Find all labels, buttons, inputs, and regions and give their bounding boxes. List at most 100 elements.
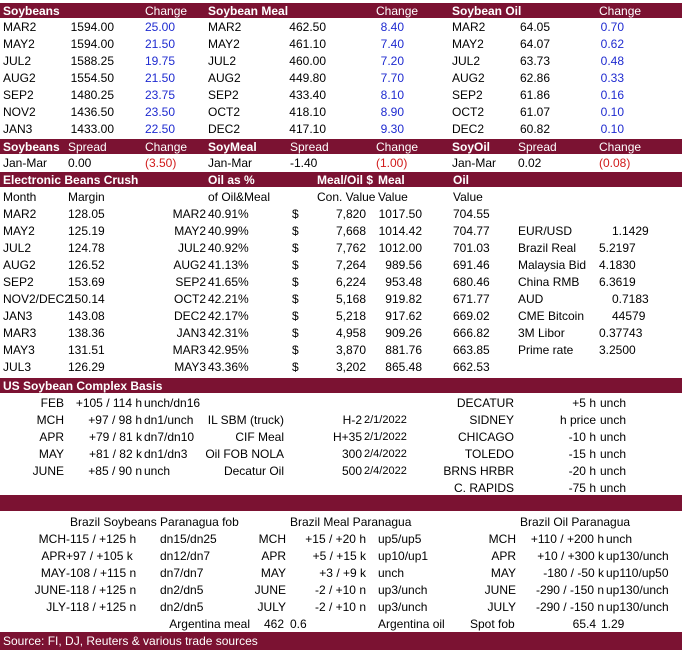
market-value: 3.2500 (599, 343, 636, 357)
month: AUG2 (3, 71, 36, 85)
product-level: 300 (341, 447, 362, 461)
argentina-meal-value: 462 (263, 617, 284, 631)
basis-month: JUNE (32, 464, 64, 478)
basis-title: US Soybean Complex Basis (3, 379, 163, 393)
price: 1433.00 (70, 122, 114, 136)
crush-oil-pct: 41.65% (208, 275, 249, 289)
product-date: 2/1/2022 (364, 431, 407, 443)
crush-oil-value-header: Value (453, 190, 483, 204)
price: 1480.25 (70, 88, 114, 102)
month: DEC2 (452, 122, 485, 136)
basis-change: unch/dn16 (144, 396, 201, 410)
brazil-month: MAY (490, 566, 516, 580)
market-label: Prime rate (518, 343, 574, 357)
basis-level: +79 / 81 k (88, 430, 142, 444)
market-label: CME Bitcoin (518, 309, 585, 323)
crush-con-value: 7,820 (335, 207, 366, 221)
basis-month: MCH (36, 413, 64, 427)
spread-header-spread-meal: Spread (290, 140, 329, 154)
location-change: unch (600, 396, 627, 410)
price: 63.73 (519, 54, 550, 68)
divider-band (0, 495, 682, 511)
crush-month: MAY3 (3, 343, 35, 357)
basis-header-band (0, 378, 682, 393)
spread-month: Jan-Mar (208, 156, 253, 170)
crush-meal-label: Meal (378, 173, 405, 187)
price: 461.10 (289, 37, 326, 51)
month: OCT2 (452, 105, 485, 119)
brazil-month: APR (491, 549, 516, 563)
spread-header-soyoil: SoyOil (452, 140, 491, 154)
price: 1554.50 (70, 71, 114, 85)
crush-con-value: 7,668 (335, 224, 366, 238)
crush-con-value: 6,224 (335, 275, 366, 289)
change: 9.30 (380, 122, 404, 136)
price: 433.40 (289, 88, 326, 102)
brazil-month: JUNE (254, 583, 286, 597)
argentina-oil-value: 65.4 (572, 617, 596, 631)
crush-margin: 143.08 (68, 309, 105, 323)
crush-con-value: 3,202 (335, 360, 366, 374)
month: SEP2 (3, 88, 34, 102)
crush-oil-pct: 41.13% (208, 258, 249, 272)
crush-oil-pct: 43.36% (208, 360, 249, 374)
crush-dollar: $ (292, 343, 299, 357)
location-change: unch (600, 447, 627, 461)
brazil-change: up130/unch (606, 583, 669, 597)
change: 22.50 (144, 122, 175, 136)
brazil-change: up110/up50 (606, 566, 669, 580)
change: 0.33 (600, 71, 624, 85)
location-level: -10 h (568, 430, 596, 444)
header-change-soybeans: Change (145, 4, 188, 18)
crush-margin: 126.29 (68, 360, 105, 374)
crush-oil-value: 701.03 (453, 241, 490, 255)
brazil-month: MAY (40, 566, 66, 580)
brazil-month: APR (261, 549, 286, 563)
crush-oil-value: 691.46 (453, 258, 490, 272)
crush-con-value: 5,218 (335, 309, 366, 323)
crush-dollar: $ (292, 258, 299, 272)
brazil-change: unch (606, 532, 633, 546)
brazil-change: dn2/dn5 (160, 583, 204, 597)
change: 21.50 (144, 37, 175, 51)
futures-header-band (0, 3, 682, 18)
crush-oil-pct: 42.17% (208, 309, 249, 323)
spread-header-band (0, 139, 682, 154)
footer-band (0, 632, 682, 650)
basis-change: dn7/dn10 (144, 430, 195, 444)
crush-oil-pct: 42.95% (208, 343, 249, 357)
crush-dollar: $ (292, 241, 299, 255)
crush-oil-pct: 40.91% (208, 207, 249, 221)
brazil-month: MAY (260, 566, 286, 580)
brazil-change: dn15/dn25 (160, 532, 217, 546)
location: CHICAGO (457, 430, 514, 444)
crush-dollar: $ (292, 326, 299, 340)
crush-meal-value-header: Value (378, 190, 408, 204)
brazil-change: up5/up5 (378, 532, 422, 546)
brazil-level: -290 / -150 n (535, 600, 604, 614)
crush-oil-value: 671.77 (453, 292, 490, 306)
spread-header-change-meal: Change (376, 140, 419, 154)
crush-meal-value: 865.48 (385, 360, 422, 374)
brazil-change: up3/unch (378, 600, 428, 614)
crush-month: AUG2 (3, 258, 36, 272)
product-name: Oil FOB NOLA (205, 447, 284, 461)
crush-margin: 131.51 (68, 343, 105, 357)
brazil-change: unch (378, 566, 405, 580)
brazil-month: APR (41, 549, 66, 563)
crush-month: MAY2 (3, 224, 35, 238)
argentina-oil-label: Argentina oil (378, 617, 445, 631)
brazil-change: up10/up1 (378, 549, 429, 563)
crush-conval-header: Con. Value (317, 190, 376, 204)
crush-oil-value: 666.82 (453, 326, 490, 340)
crush-con-value: 3,870 (335, 343, 366, 357)
location-change: unch (600, 413, 627, 427)
brazil-change: up130/unch (606, 600, 669, 614)
change: 8.90 (380, 105, 404, 119)
crush-margin: 126.52 (68, 258, 105, 272)
location: BRNS HRBR (443, 464, 514, 478)
crush-con-value: 7,264 (335, 258, 366, 272)
price: 1588.25 (70, 54, 114, 68)
crush-meal-value: 917.62 (385, 309, 422, 323)
crush-oil-month: MAY2 (174, 224, 206, 238)
